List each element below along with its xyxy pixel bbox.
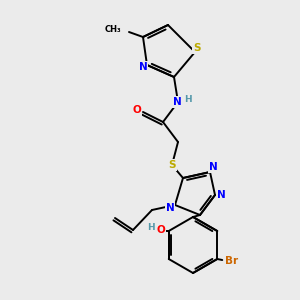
Text: O: O [133, 105, 141, 115]
Text: N: N [217, 190, 225, 200]
Text: S: S [168, 160, 176, 170]
Text: N: N [139, 62, 147, 72]
Text: H: H [147, 224, 154, 232]
Text: O: O [156, 225, 165, 235]
Text: Br: Br [225, 256, 238, 266]
Text: S: S [193, 43, 201, 53]
Text: N: N [166, 203, 174, 213]
Text: N: N [208, 162, 217, 172]
Text: N: N [172, 97, 182, 107]
Text: H: H [184, 94, 192, 103]
Text: CH₃: CH₃ [104, 25, 121, 34]
